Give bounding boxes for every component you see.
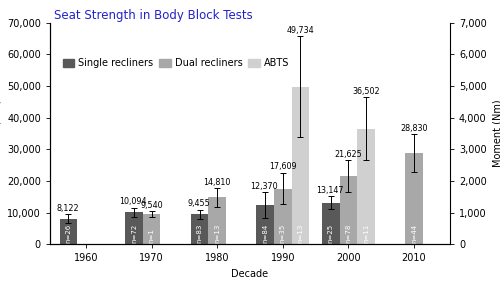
Bar (208, 197, 226, 244)
Bar (340, 176, 357, 244)
Text: n=25: n=25 (328, 224, 334, 243)
Text: 8,122: 8,122 (56, 204, 79, 212)
Text: n=44: n=44 (411, 224, 417, 243)
Text: 49,734: 49,734 (286, 26, 314, 35)
Bar (125, 212, 143, 244)
Legend: Single recliners, Dual recliners, ABTS: Single recliners, Dual recliners, ABTS (59, 54, 293, 72)
Text: 12,370: 12,370 (250, 182, 278, 191)
Text: n=1: n=1 (148, 228, 154, 243)
Text: n=13: n=13 (298, 224, 304, 243)
Text: n=84: n=84 (262, 224, 268, 243)
Bar (143, 214, 160, 244)
Text: 13,147: 13,147 (316, 186, 344, 195)
Text: n=26: n=26 (66, 224, 71, 243)
Text: 28,830: 28,830 (400, 124, 427, 133)
Y-axis label: Moment (inlb): Moment (inlb) (0, 99, 2, 168)
Bar (292, 87, 310, 244)
X-axis label: Decade: Decade (232, 269, 268, 279)
Text: n=13: n=13 (214, 224, 220, 243)
Text: 17,609: 17,609 (269, 162, 296, 172)
Text: n=72: n=72 (131, 224, 137, 243)
Text: 9,540: 9,540 (140, 201, 163, 210)
Text: 9,455: 9,455 (188, 199, 210, 208)
Y-axis label: Moment (Nm): Moment (Nm) (492, 100, 500, 167)
Text: n=35: n=35 (280, 224, 286, 243)
Text: 10,094: 10,094 (120, 197, 147, 206)
Text: n=11: n=11 (363, 224, 369, 243)
Bar (274, 189, 291, 244)
Text: n=78: n=78 (346, 224, 352, 243)
Bar (190, 214, 208, 244)
Bar (405, 153, 423, 244)
Text: Seat Strength in Body Block Tests: Seat Strength in Body Block Tests (54, 9, 253, 22)
Bar (60, 218, 77, 244)
Text: 36,502: 36,502 (352, 87, 380, 96)
Text: n=83: n=83 (196, 224, 202, 243)
Bar (322, 203, 340, 244)
Text: 21,625: 21,625 (334, 150, 362, 159)
Bar (256, 205, 274, 244)
Text: 14,810: 14,810 (204, 178, 231, 187)
Bar (357, 129, 375, 244)
